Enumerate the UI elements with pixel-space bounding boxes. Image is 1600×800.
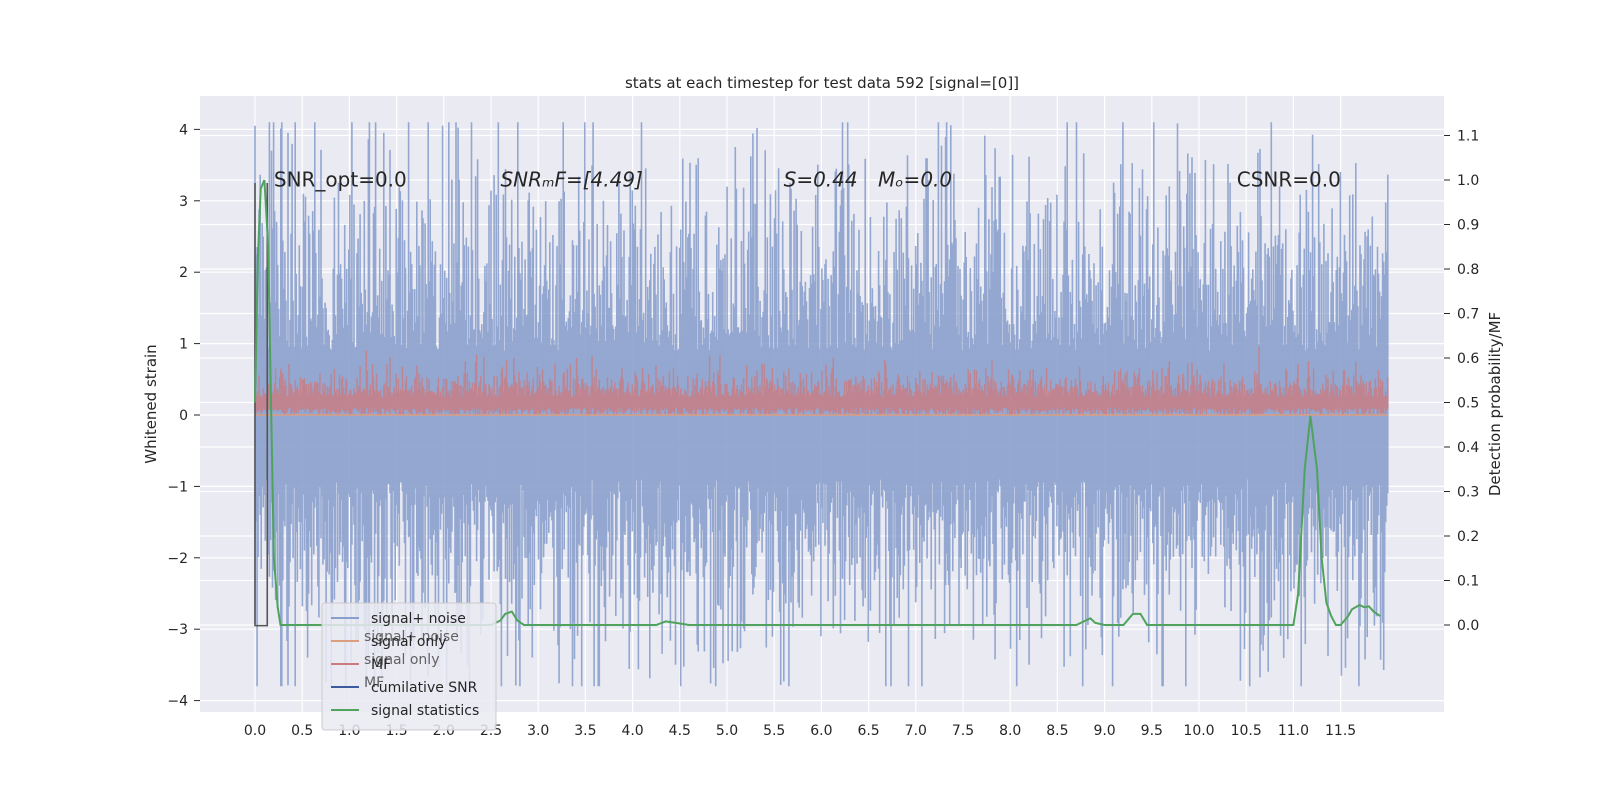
x-tick-label: 0.5 — [291, 723, 313, 739]
x-tick-label: 5.0 — [716, 723, 738, 739]
ghost-legend-label: signal only — [364, 652, 439, 668]
y-tick-label: 0 — [179, 408, 188, 424]
x-tick-label: 4.5 — [669, 723, 691, 739]
annotation-csnr: CSNR=0.0 — [1237, 167, 1341, 191]
y-tick-label: 2 — [179, 265, 188, 281]
y-tick-label: 3 — [179, 194, 188, 210]
legend-label: signal statistics — [371, 703, 479, 719]
x-tick-label: 6.0 — [810, 723, 832, 739]
y-tick-label: −2 — [167, 551, 188, 567]
annotations: SNR_opt=0.0 SNRₘF=[4.49] S=0.44 Mₒ=0.0 CSNR=… — [274, 167, 1341, 191]
annotation-snr-mf: SNRₘF=[4.49] — [500, 167, 642, 191]
y2-tick-label: 0.8 — [1457, 262, 1479, 278]
legend-box — [321, 602, 497, 731]
x-tick-label: 11.0 — [1278, 723, 1309, 739]
y2-axis-label: Detection probability/MF — [1486, 312, 1504, 496]
x-tick-label: 8.5 — [1046, 723, 1068, 739]
x-tick-label: 5.5 — [763, 723, 785, 739]
y2-tick-label: 0.9 — [1457, 218, 1479, 234]
y-tick-label: −1 — [167, 479, 188, 495]
y-tick-label: −4 — [167, 694, 188, 710]
annotation-mc-value: Mₒ=0.0 — [878, 167, 952, 191]
y-tick-label: 1 — [179, 337, 188, 353]
y-axis-label: Whitened strain — [142, 344, 160, 463]
x-tick-label: 3.0 — [527, 723, 549, 739]
ticks: 0.0 0.5 1.0 1.5 2.0 2.5 3.0 3.5 4.0 4.5 5.0 5.5 6.0 6… — [167, 122, 1479, 739]
signal-statistics-line — [254, 179, 1381, 626]
y2-tick-label: 0.5 — [1457, 396, 1479, 412]
annotation-s-value: S=0.44 — [784, 167, 858, 191]
ghost-legend-label: signal+ noise — [364, 629, 459, 645]
x-tick-label: 8.0 — [999, 723, 1021, 739]
y2-tick-label: 1.0 — [1457, 173, 1479, 189]
y-tick-label: −3 — [167, 622, 188, 638]
ghost-legend-label: MF — [364, 675, 384, 691]
x-tick-label: 0.0 — [244, 723, 266, 739]
x-tick-label: 10.5 — [1231, 723, 1262, 739]
chart-title: stats at each timestep for test data 592… — [625, 74, 1019, 92]
line-series — [254, 179, 1388, 627]
y2-tick-label: 0.0 — [1457, 618, 1479, 634]
x-tick-label: 4.0 — [621, 723, 643, 739]
y2-tick-label: 0.4 — [1457, 440, 1479, 456]
x-tick-label: 6.5 — [857, 723, 879, 739]
y2-tick-label: 1.1 — [1457, 129, 1479, 145]
x-tick-label: 10.0 — [1183, 723, 1214, 739]
x-tick-label: 9.5 — [1141, 723, 1163, 739]
y-tick-label: 4 — [179, 122, 188, 138]
legend-label: signal only — [371, 634, 446, 650]
y2-tick-label: 0.2 — [1457, 529, 1479, 545]
cumulative-snr-line — [254, 182, 269, 627]
x-tick-label: 3.5 — [574, 723, 596, 739]
y2-tick-label: 0.3 — [1457, 485, 1479, 501]
x-tick-label: 7.5 — [952, 723, 974, 739]
y2-tick-label: 0.1 — [1457, 574, 1479, 590]
annotation-snr-opt: SNR_opt=0.0 — [274, 167, 407, 191]
x-tick-label: 11.5 — [1325, 723, 1356, 739]
y2-tick-label: 0.6 — [1457, 351, 1479, 367]
legend-label: MF — [371, 657, 391, 673]
x-tick-label: 9.0 — [1093, 723, 1115, 739]
x-tick-label: 7.0 — [905, 723, 927, 739]
y2-tick-label: 0.7 — [1457, 307, 1479, 323]
legend-label: signal+ noise — [371, 611, 466, 627]
legend-label: cumilative SNR — [371, 680, 478, 696]
